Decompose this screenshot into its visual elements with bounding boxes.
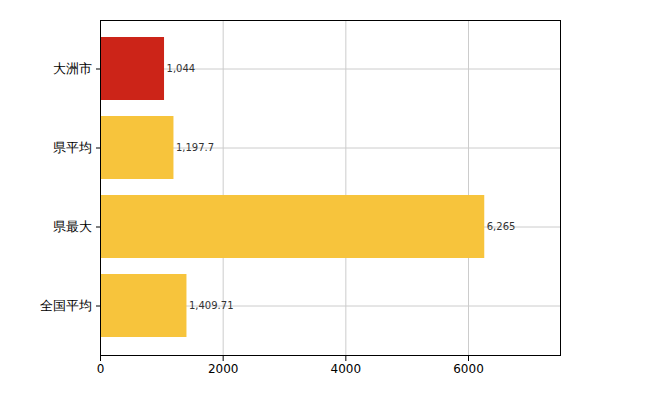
svg-text:全国平均: 全国平均 — [40, 298, 92, 313]
svg-text:1,197.7: 1,197.7 — [176, 142, 214, 153]
svg-text:県平均: 県平均 — [53, 140, 92, 155]
svg-text:2000: 2000 — [208, 362, 239, 376]
svg-text:大洲市: 大洲市 — [53, 61, 92, 76]
svg-text:6000: 6000 — [453, 362, 484, 376]
svg-text:6,265: 6,265 — [487, 221, 516, 232]
svg-text:1,409.71: 1,409.71 — [189, 300, 234, 311]
svg-text:1,044: 1,044 — [167, 63, 196, 74]
svg-text:4000: 4000 — [331, 362, 362, 376]
svg-text:0: 0 — [97, 362, 105, 376]
svg-text:県最大: 県最大 — [53, 219, 92, 234]
